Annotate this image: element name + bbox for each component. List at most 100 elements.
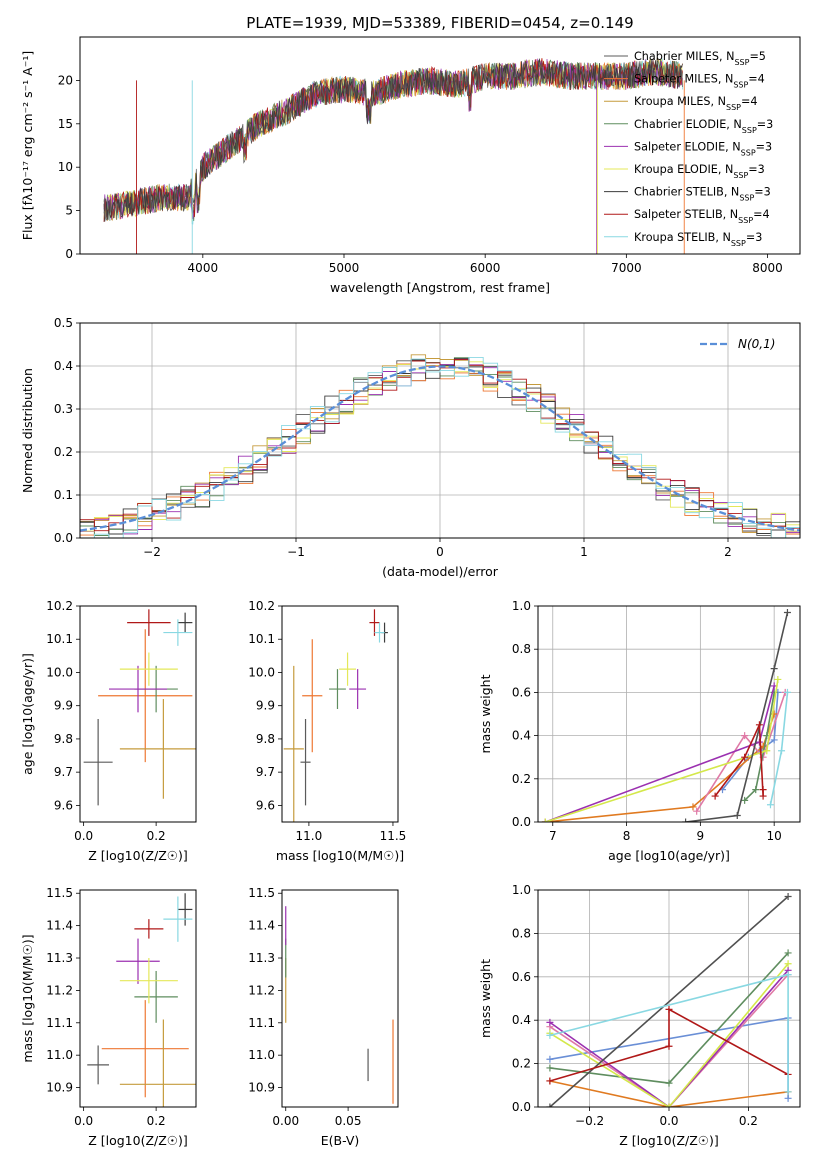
plot-area — [103, 57, 685, 254]
weight-marker — [763, 747, 771, 755]
x-tick-label: 0.2 — [739, 1114, 758, 1128]
x-tick-label: 9 — [697, 829, 705, 843]
legend-entry: Chabrier MILES, NSSP=5 — [634, 50, 766, 67]
weight-marker — [665, 1042, 673, 1050]
y-tick-label: 0.3 — [54, 402, 73, 416]
weight-marker — [783, 608, 791, 616]
y-tick-label: 11.2 — [46, 983, 73, 997]
x-axis-label: mass [log10(M/M☉)] — [276, 848, 404, 863]
panel-mass-vs-Z: 0.0 0.2 10.9 11.0 11.1 11.2 11.3 11.4 11.5 Z [log… — [20, 886, 197, 1148]
y-tick-label: 0.8 — [512, 926, 531, 940]
y-tick-label: 10.2 — [248, 599, 275, 613]
y-tick-label: 0.5 — [54, 316, 73, 330]
x-tick-label: 0.0 — [74, 1114, 93, 1128]
legend-subscript: SSP — [742, 125, 757, 134]
y-tick-label: 0.4 — [512, 1013, 531, 1027]
weight-line-2 — [549, 974, 789, 1107]
y-tick-label: 0.2 — [512, 1057, 531, 1071]
y-axis-label: Flux [fλ10⁻¹⁷ erg cm⁻² s⁻¹ A⁻¹] — [20, 51, 35, 240]
weight-marker — [766, 801, 774, 809]
weight-marker — [693, 807, 701, 815]
y-tick-label: 9.9 — [256, 699, 275, 713]
plot-area — [87, 893, 196, 1107]
y-tick-label: 20 — [58, 73, 73, 87]
axes-frame — [537, 605, 801, 823]
weight-marker — [741, 753, 749, 761]
weight-marker — [774, 675, 782, 683]
legend-count: =3 — [754, 186, 771, 199]
weight-marker — [741, 796, 749, 804]
weight-marker — [711, 792, 719, 800]
weight-marker — [784, 949, 792, 957]
x-axis-label: Z [log10(Z/Z☉)] — [619, 1133, 719, 1148]
y-tick-label: 0 — [65, 247, 73, 261]
weight-marker — [546, 1077, 554, 1085]
weight-marker — [546, 1103, 554, 1107]
weight-marker — [783, 688, 791, 696]
y-tick-label: 10.0 — [248, 665, 275, 679]
weight-marker — [741, 732, 749, 740]
plot-area — [546, 893, 792, 1107]
x-tick-label: 8 — [623, 829, 631, 843]
x-tick-label: 5000 — [329, 261, 360, 275]
y-tick-label: 1.0 — [512, 883, 531, 897]
x-axis-label: Z [log10(Z/Z☉)] — [88, 1133, 188, 1148]
plot-area — [283, 609, 388, 822]
y-tick-label: 11.0 — [46, 1048, 73, 1062]
weight-marker — [733, 812, 741, 820]
x-tick-label: 1 — [580, 545, 588, 559]
legend-entry: Chabrier ELODIE, NSSP=3 — [634, 118, 773, 135]
axes-frame — [281, 605, 399, 823]
histogram-series-2 — [80, 354, 800, 533]
x-axis-label: wavelength [Angstrom, rest frame] — [330, 280, 550, 295]
axes-frame — [79, 889, 197, 1108]
legend-subscript: SSP — [739, 193, 754, 202]
y-axis-label: Normed distribution — [20, 368, 35, 493]
legend-subscript: SSP — [741, 148, 756, 157]
y-tick-label: 11.1 — [248, 1016, 275, 1030]
x-tick-label: 0 — [436, 545, 444, 559]
weight-marker — [755, 721, 763, 729]
weight-line-1 — [549, 1080, 789, 1107]
y-tick-label: 0.6 — [512, 685, 531, 699]
weight-marker — [546, 1055, 554, 1063]
figure-title: PLATE=1939, MJD=53389, FIBERID=0454, z=0… — [246, 14, 633, 32]
weight-marker — [778, 747, 786, 755]
x-tick-label: 0.2 — [147, 1114, 166, 1128]
legend-entry: Salpeter MILES, NSSP=4 — [634, 73, 765, 90]
y-tick-label: 0.1 — [54, 488, 73, 502]
weight-marker — [770, 736, 778, 744]
y-tick-label: 11.3 — [248, 951, 275, 965]
x-tick-label: 11.0 — [296, 829, 323, 843]
legend-entry: Chabrier STELIB, NSSP=3 — [634, 186, 771, 203]
weight-line-7 — [549, 1008, 789, 1082]
panel-age-vs-mass: 11.0 11.5 9.6 9.7 9.8 9.9 10.0 10.1 10.2 mass [lo… — [248, 599, 406, 863]
x-tick-label: 0.2 — [147, 829, 166, 843]
weight-marker — [784, 960, 792, 968]
weight-marker — [546, 1064, 554, 1072]
y-tick-label: 10.1 — [248, 632, 275, 646]
weight-marker — [784, 971, 792, 979]
y-tick-label: 11.5 — [46, 886, 73, 900]
y-tick-label: 11.4 — [46, 919, 73, 933]
grid — [538, 889, 800, 1108]
weight-marker — [689, 803, 697, 811]
x-tick-label: −0.2 — [575, 1114, 604, 1128]
axes-frame — [281, 889, 399, 1108]
weight-marker — [759, 792, 767, 800]
y-axis-label: mass weight — [478, 959, 493, 1038]
y-tick-label: 1.0 — [512, 599, 531, 613]
y-tick-label: 9.6 — [256, 798, 275, 812]
x-tick-label: −2 — [143, 545, 161, 559]
weight-line-4 — [549, 969, 789, 1107]
plot-area — [80, 354, 800, 538]
weight-marker — [784, 1088, 792, 1096]
y-tick-label: 9.8 — [256, 732, 275, 746]
axes-frame — [79, 322, 801, 539]
weight-line-6 — [685, 612, 789, 822]
x-tick-label: 10 — [767, 829, 782, 843]
x-tick-label: 0.0 — [659, 1114, 678, 1128]
x-axis-label: (data-model)/error — [382, 564, 499, 579]
plot-area — [285, 906, 394, 1104]
